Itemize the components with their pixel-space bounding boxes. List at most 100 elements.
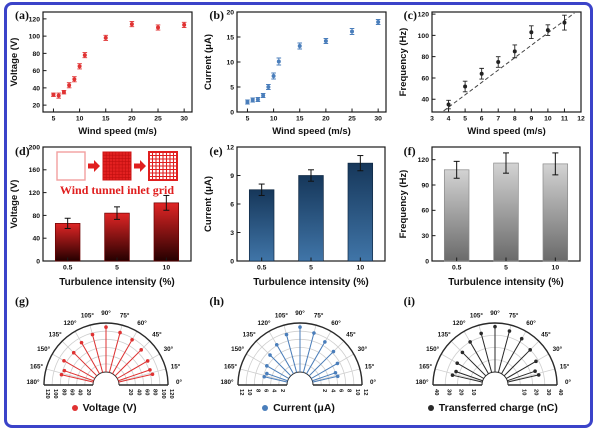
svg-text:11: 11 (561, 116, 568, 123)
legend-label: Transferred charge (nC) (438, 402, 558, 414)
svg-text:120: 120 (417, 157, 429, 164)
svg-text:20: 20 (85, 389, 91, 395)
panel-label-d: (d) (15, 144, 30, 158)
svg-text:20: 20 (127, 389, 133, 395)
svg-text:80: 80 (32, 51, 40, 58)
svg-text:20: 20 (457, 389, 463, 395)
legend-label: Current (μA) (273, 402, 335, 414)
svg-text:5: 5 (504, 265, 508, 272)
svg-text:200: 200 (29, 144, 41, 151)
svg-text:60: 60 (421, 208, 429, 215)
svg-text:75°: 75° (509, 312, 519, 320)
svg-text:15: 15 (296, 116, 304, 123)
svg-text:15: 15 (102, 116, 110, 123)
svg-text:5: 5 (246, 116, 250, 123)
svg-text:100: 100 (52, 389, 58, 399)
svg-text:30: 30 (445, 389, 451, 395)
svg-text:45°: 45° (346, 330, 356, 338)
svg-text:60: 60 (421, 75, 429, 82)
svg-text:150°: 150° (37, 345, 51, 353)
svg-text:Wind speed (m/s): Wind speed (m/s) (78, 126, 157, 137)
svg-text:10: 10 (551, 265, 559, 272)
svg-text:105°: 105° (275, 312, 289, 320)
svg-text:30: 30 (544, 389, 550, 395)
svg-text:40: 40 (32, 236, 40, 243)
svg-text:Turbulence intensity (%): Turbulence intensity (%) (254, 277, 369, 288)
svg-text:6: 6 (231, 201, 235, 208)
svg-text:Frequency (Hz): Frequency (Hz) (398, 170, 409, 239)
panel-label-g: (g) (15, 294, 29, 308)
svg-text:120°: 120° (258, 319, 272, 327)
panel-label-h: (h) (209, 294, 224, 308)
subplot-i: (i) 0° 15° 30° 45° 60° 75° 90° 105° 120° 135° 150°… (396, 293, 590, 425)
svg-text:180°: 180° (415, 378, 429, 386)
legend-marker-dot (262, 405, 269, 411)
subplot-a: (a) 5 10 15 20 25 30 20 40 60 80 100 120 Wind speed … (7, 5, 201, 141)
svg-text:7: 7 (496, 116, 500, 123)
svg-text:105°: 105° (81, 312, 95, 320)
svg-text:100: 100 (29, 34, 41, 41)
svg-text:10: 10 (354, 389, 360, 395)
svg-text:10: 10 (246, 389, 252, 395)
svg-text:45°: 45° (152, 330, 162, 338)
svg-text:40: 40 (135, 389, 141, 395)
svg-text:0°: 0° (176, 378, 183, 386)
svg-text:165°: 165° (224, 363, 238, 371)
svg-text:Current (μA): Current (μA) (203, 34, 214, 90)
svg-text:80: 80 (152, 389, 158, 395)
legend-marker-dot (427, 405, 434, 411)
svg-text:150°: 150° (426, 345, 440, 353)
svg-text:120: 120 (417, 12, 429, 19)
svg-text:12: 12 (227, 144, 235, 151)
svg-text:0°: 0° (565, 378, 572, 386)
legend-marker-dot (71, 405, 78, 411)
svg-text:Wind speed (m/s): Wind speed (m/s) (273, 126, 352, 137)
svg-text:2: 2 (321, 389, 327, 392)
svg-text:80: 80 (60, 389, 66, 395)
svg-text:120: 120 (29, 16, 41, 23)
svg-text:5: 5 (309, 265, 313, 272)
svg-text:4: 4 (271, 389, 277, 393)
svg-text:135°: 135° (437, 330, 451, 338)
svg-text:90: 90 (421, 182, 429, 189)
polar-legend-charge: Transferred charge (nC) (396, 402, 590, 414)
svg-text:4: 4 (330, 389, 336, 393)
svg-text:0.5: 0.5 (63, 265, 73, 272)
subplot-h: (h) 0° 15° 30° 45° 60° 75° 90° 105° 120° 135° 150°… (201, 293, 395, 425)
svg-text:3: 3 (430, 116, 434, 123)
chart-canvas-h: 0° 15° 30°45° 60° 75° 90° 105°120°135° 150° 165°… (221, 309, 377, 395)
svg-text:4: 4 (446, 116, 450, 123)
panel-label-a: (a) (15, 8, 29, 22)
svg-text:60: 60 (69, 389, 75, 395)
svg-text:20: 20 (128, 116, 136, 123)
svg-text:135°: 135° (243, 330, 257, 338)
svg-text:25: 25 (154, 116, 162, 123)
svg-text:15: 15 (227, 34, 235, 41)
svg-text:25: 25 (349, 116, 357, 123)
svg-text:90°: 90° (296, 309, 306, 317)
chart-canvas-c: 3 4 5 6 7 8 9 10 11 12 40 60 80 100 120 Wind speed (m/s… (398, 11, 585, 137)
svg-text:10: 10 (469, 389, 475, 395)
svg-text:60°: 60° (332, 319, 342, 327)
svg-text:40: 40 (421, 97, 429, 104)
subplot-d: (d) 0.5 5 10 0 40 80 120 160 200 Wind tunnel inle… (7, 141, 201, 293)
svg-text:Frequency (Hz): Frequency (Hz) (398, 28, 409, 97)
svg-text:12: 12 (362, 389, 368, 395)
svg-text:0: 0 (36, 258, 40, 265)
svg-text:8: 8 (513, 116, 517, 123)
svg-text:15°: 15° (559, 363, 569, 371)
subplot-b: (b) 5 10 15 20 25 30 0 5 10 15 20 Wind speed (m/s) C… (201, 5, 395, 141)
svg-text:180°: 180° (221, 378, 235, 386)
svg-text:9: 9 (231, 173, 235, 180)
svg-text:120: 120 (44, 389, 50, 399)
svg-text:45°: 45° (541, 330, 551, 338)
svg-text:9: 9 (529, 116, 533, 123)
figure-panel: (a) 5 10 15 20 25 30 20 40 60 80 100 120 Wind speed … (4, 2, 593, 428)
svg-text:80: 80 (32, 213, 40, 220)
svg-text:8: 8 (255, 389, 261, 393)
svg-text:100: 100 (417, 33, 429, 40)
svg-text:10: 10 (270, 116, 278, 123)
svg-text:2: 2 (279, 389, 285, 392)
svg-text:0: 0 (231, 258, 235, 265)
svg-text:0.5: 0.5 (257, 265, 267, 272)
